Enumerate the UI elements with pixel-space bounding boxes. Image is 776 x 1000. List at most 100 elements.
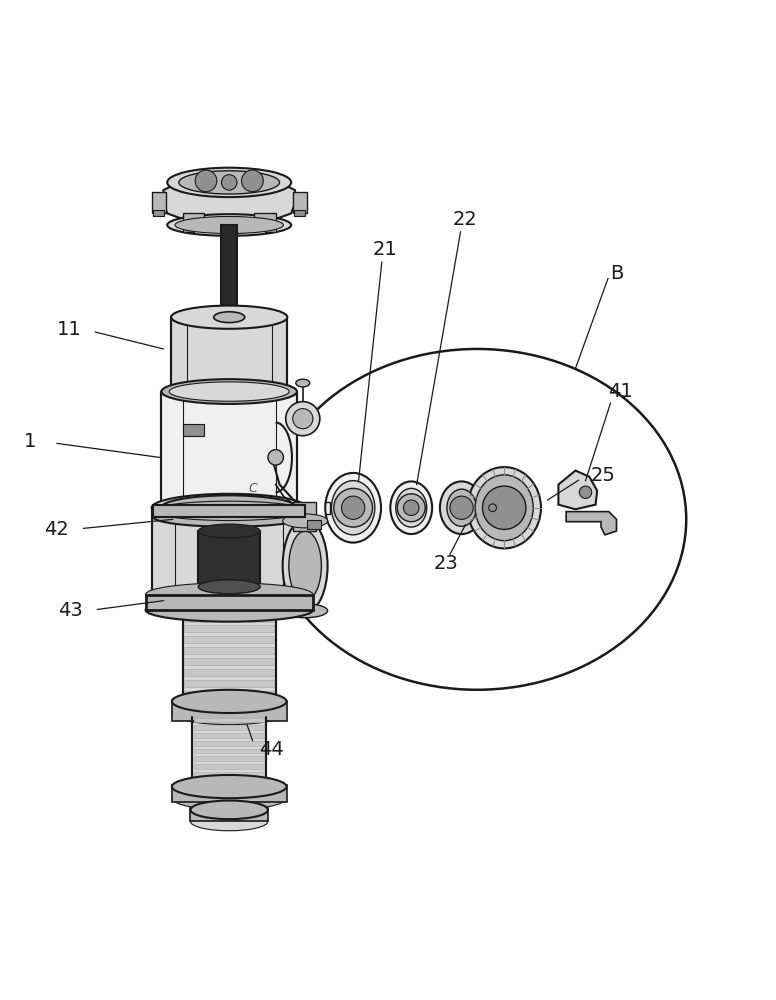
Bar xyxy=(152,192,166,213)
Circle shape xyxy=(221,175,237,190)
Circle shape xyxy=(580,486,592,498)
Ellipse shape xyxy=(146,598,313,622)
Ellipse shape xyxy=(198,580,260,594)
Bar xyxy=(171,317,287,392)
Bar xyxy=(184,636,274,643)
Text: B: B xyxy=(611,264,624,283)
Bar xyxy=(193,780,265,784)
Bar xyxy=(193,749,265,753)
Bar xyxy=(190,808,268,821)
Text: 41: 41 xyxy=(608,382,632,401)
Text: 44: 44 xyxy=(259,740,284,759)
Circle shape xyxy=(286,402,320,436)
Ellipse shape xyxy=(475,475,533,541)
Ellipse shape xyxy=(190,812,268,831)
Bar xyxy=(154,505,305,517)
Polygon shape xyxy=(566,512,616,535)
Polygon shape xyxy=(164,182,295,220)
Bar xyxy=(193,741,265,746)
Ellipse shape xyxy=(161,379,297,404)
Circle shape xyxy=(293,409,313,429)
Ellipse shape xyxy=(171,775,286,798)
Ellipse shape xyxy=(396,488,427,527)
Bar xyxy=(293,192,307,213)
Ellipse shape xyxy=(289,531,321,601)
Ellipse shape xyxy=(447,489,476,526)
Ellipse shape xyxy=(171,787,286,810)
Bar xyxy=(193,764,265,769)
Ellipse shape xyxy=(171,306,287,329)
Ellipse shape xyxy=(168,168,291,197)
Bar xyxy=(152,508,307,601)
Bar xyxy=(184,680,274,687)
Bar xyxy=(184,615,274,622)
Text: 1: 1 xyxy=(24,432,36,451)
Ellipse shape xyxy=(154,501,305,521)
Text: 11: 11 xyxy=(57,320,81,339)
Ellipse shape xyxy=(331,481,375,535)
Bar xyxy=(221,225,237,318)
Bar xyxy=(161,392,297,508)
Ellipse shape xyxy=(296,379,310,387)
Ellipse shape xyxy=(440,481,483,534)
Ellipse shape xyxy=(467,467,541,548)
Circle shape xyxy=(341,496,365,519)
Ellipse shape xyxy=(161,379,297,404)
Ellipse shape xyxy=(178,171,279,194)
Ellipse shape xyxy=(171,701,286,725)
Ellipse shape xyxy=(282,604,327,618)
Circle shape xyxy=(397,494,425,522)
Bar xyxy=(182,213,204,224)
Ellipse shape xyxy=(152,587,307,615)
Bar xyxy=(182,221,193,232)
Text: C: C xyxy=(248,482,257,495)
Bar xyxy=(182,601,275,701)
Bar xyxy=(193,718,265,722)
Ellipse shape xyxy=(175,216,283,234)
Bar xyxy=(184,625,274,632)
Bar xyxy=(198,531,260,587)
Ellipse shape xyxy=(154,507,305,527)
Bar xyxy=(154,210,165,216)
Bar xyxy=(184,691,274,698)
Ellipse shape xyxy=(169,382,289,401)
Bar xyxy=(193,756,265,761)
Text: 21: 21 xyxy=(372,240,397,259)
Circle shape xyxy=(195,170,217,192)
Circle shape xyxy=(489,504,497,512)
Ellipse shape xyxy=(152,494,307,522)
Bar xyxy=(184,669,274,676)
Ellipse shape xyxy=(190,801,268,819)
Bar xyxy=(171,785,286,802)
Ellipse shape xyxy=(168,214,291,236)
Bar xyxy=(294,210,305,216)
Polygon shape xyxy=(559,471,598,509)
Bar xyxy=(293,502,316,531)
Ellipse shape xyxy=(171,380,287,403)
Ellipse shape xyxy=(198,524,260,538)
Ellipse shape xyxy=(171,690,286,713)
Bar xyxy=(307,520,320,529)
Bar xyxy=(184,647,274,654)
Bar xyxy=(254,213,275,224)
Ellipse shape xyxy=(161,495,297,520)
Bar xyxy=(193,725,265,730)
Bar xyxy=(193,733,265,738)
Text: 25: 25 xyxy=(591,466,616,485)
Ellipse shape xyxy=(282,519,327,612)
Ellipse shape xyxy=(182,693,275,710)
Ellipse shape xyxy=(182,592,275,609)
Text: 23: 23 xyxy=(434,554,459,573)
Ellipse shape xyxy=(282,514,327,528)
Bar xyxy=(193,772,265,777)
Bar xyxy=(265,221,275,232)
Circle shape xyxy=(404,500,419,515)
Bar xyxy=(146,595,313,610)
Text: 22: 22 xyxy=(453,210,478,229)
Circle shape xyxy=(450,496,473,519)
Bar xyxy=(171,701,286,721)
Bar xyxy=(192,717,266,787)
Text: 42: 42 xyxy=(44,520,69,539)
Text: 43: 43 xyxy=(58,601,83,620)
Circle shape xyxy=(334,488,372,527)
